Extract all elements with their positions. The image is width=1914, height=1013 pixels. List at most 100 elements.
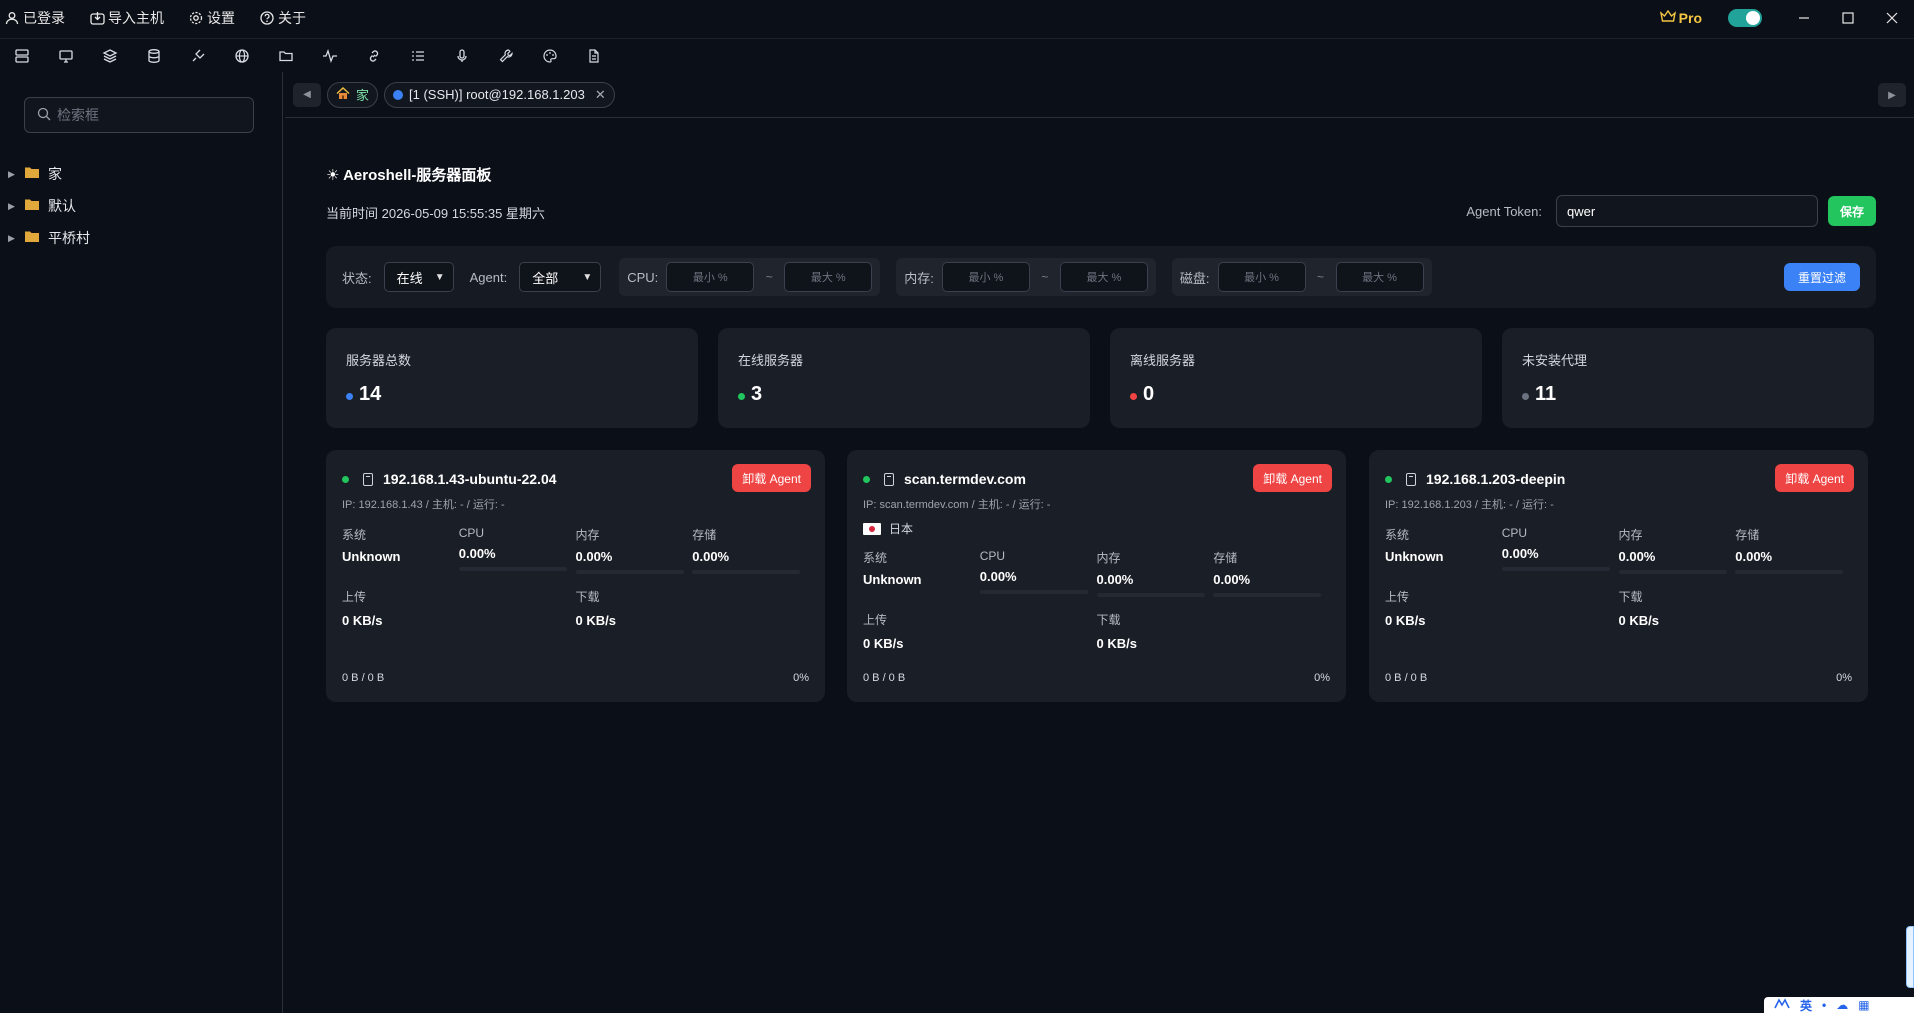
caret-right-icon[interactable]: ▶ [8,200,15,211]
mem-max-input[interactable]: 最大 % [1059,262,1148,292]
search-icon [37,107,51,124]
stat-total-servers: 服务器总数 14 [326,328,698,428]
usage-bar [979,590,1088,594]
usage-bar [1213,593,1322,597]
metric-label: CPU [458,526,485,540]
tab-scroll-left-button[interactable]: ◀ [293,82,321,107]
caret-right-icon[interactable]: ▶ [8,232,15,243]
tab-ssh-label: [1 (SSH)] root@192.168.1.203 [409,87,585,102]
globe-icon[interactable] [220,39,264,73]
stat-label: 在线服务器 [738,353,804,368]
metric-label: 系统 [1385,528,1410,542]
metric-label: 系统 [863,551,888,565]
usage-bar [1096,593,1205,597]
ime-punctuation-icon[interactable]: • [1822,998,1827,1012]
cpu-max-input[interactable]: 最大 % [784,262,873,292]
minimize-button[interactable] [1782,0,1826,36]
agent-token-input[interactable]: qwer [1556,195,1818,227]
tree-item-village[interactable]: ▶ 平桥村 [8,222,90,254]
menu-import-host[interactable]: 导入主机 [89,8,164,28]
upload-value: 0 KB/s [1385,613,1426,628]
reset-filter-button[interactable]: 重置过滤 [1784,263,1860,291]
usage-bar [458,567,567,571]
stat-online-servers: 在线服务器 3 [718,328,1090,428]
server-ip-line: IP: 192.168.1.43 / 主机: - / 运行: - [342,499,505,511]
pulse-icon[interactable] [308,39,352,73]
wrench-icon[interactable] [484,39,528,73]
close-tab-icon[interactable]: ✕ [594,86,606,102]
cpu-min-input[interactable]: 最小 % [666,262,755,292]
stat-label: 离线服务器 [1130,353,1196,368]
disk-max-input[interactable]: 最大 % [1335,262,1424,292]
folder-icon [24,230,40,246]
theme-toggle[interactable] [1728,9,1762,27]
server-icon [1406,472,1416,486]
upload-value: 0 KB/s [342,613,383,628]
house-icon [336,86,350,103]
microphone-icon[interactable] [440,39,484,73]
maximize-button[interactable] [1826,0,1870,36]
range-separator: ~ [1317,270,1325,284]
usage-bar [1735,570,1844,574]
ime-toolbar[interactable]: 英 • ☁ ▦ [1764,997,1914,1013]
tab-home[interactable]: 家 [327,81,379,108]
usage-bar [575,570,684,574]
metric-label: 存储 [1213,551,1238,565]
download-value: 0 KB/s [1618,613,1659,628]
metric-value: 0.00% [1618,549,1656,564]
document-icon[interactable] [572,39,616,73]
tab-ssh-session[interactable]: [1 (SSH)] root@192.168.1.203 ✕ [384,81,615,108]
search-input[interactable] [57,107,237,123]
list-icon[interactable] [396,39,440,73]
uninstall-agent-button[interactable]: 卸载 Agent [732,464,811,492]
server-list-icon[interactable] [0,39,44,73]
uninstall-agent-button[interactable]: 卸载 Agent [1253,464,1332,492]
disk-min-input[interactable]: 最小 % [1217,262,1306,292]
monitor-icon[interactable] [44,39,88,73]
plug-icon[interactable] [176,39,220,73]
caret-right-icon[interactable]: ▶ [8,168,15,179]
database-icon[interactable] [132,39,176,73]
ime-logo-icon [1774,997,1790,1013]
online-dot [342,475,349,483]
metric-label: 内存 [575,528,600,542]
server-card[interactable]: 192.168.1.43-ubuntu-22.04 卸载 Agent IP: 1… [326,450,825,702]
status-select[interactable]: 在线 ▼ [383,262,454,292]
agent-token-row: Agent Token: qwer 保存 [1466,195,1876,227]
ime-grid-icon[interactable]: ▦ [1858,998,1870,1012]
tab-scroll-right-button[interactable]: ▶ [1878,83,1906,107]
metric-value: 0.00% [692,549,730,564]
metric-value: Unknown [863,572,922,587]
disk-range-filter: 磁盘: 最小 % ~ 最大 % [1171,258,1432,296]
download-label: 下载 [1096,613,1121,627]
side-dock-handle[interactable] [1906,926,1914,988]
tree-item-home[interactable]: ▶ 家 [8,158,90,190]
ime-language[interactable]: 英 [1800,998,1813,1013]
tab-bar: ◀ 家 [1 (SSH)] root@192.168.1.203 ✕ ▶ [285,72,1914,118]
layers-icon[interactable] [88,39,132,73]
server-card[interactable]: 192.168.1.203-deepin 卸载 Agent IP: 192.16… [1369,450,1868,702]
server-card[interactable]: scan.termdev.com 卸载 Agent IP: scan.termd… [847,450,1346,702]
page-title-text: Aeroshell-服务器面板 [343,167,492,184]
server-name: 192.168.1.43-ubuntu-22.04 [383,471,557,487]
save-token-button[interactable]: 保存 [1828,196,1876,226]
mem-min-input[interactable]: 最小 % [941,262,1030,292]
link-icon[interactable] [352,39,396,73]
palette-icon[interactable] [528,39,572,73]
menu-logged-in-label: 已登录 [23,10,65,26]
close-window-button[interactable] [1870,0,1914,36]
uninstall-agent-button[interactable]: 卸载 Agent [1775,464,1854,492]
gear-icon [188,10,204,26]
ime-cloud-icon[interactable]: ☁ [1836,998,1849,1012]
menu-logged-in[interactable]: 已登录 [4,8,65,28]
metric-value: Unknown [1385,549,1444,564]
search-box [24,97,254,133]
menu-settings[interactable]: 设置 [188,8,235,28]
agent-select[interactable]: 全部 ▼ [519,262,602,292]
traffic-total: 0 B / 0 B [1385,672,1428,684]
menu-about[interactable]: 关于 [259,8,306,28]
folder-icon[interactable] [264,39,308,73]
download-label: 下载 [575,590,600,604]
pro-badge[interactable]: Pro [1659,9,1702,26]
tree-item-default[interactable]: ▶ 默认 [8,190,90,222]
